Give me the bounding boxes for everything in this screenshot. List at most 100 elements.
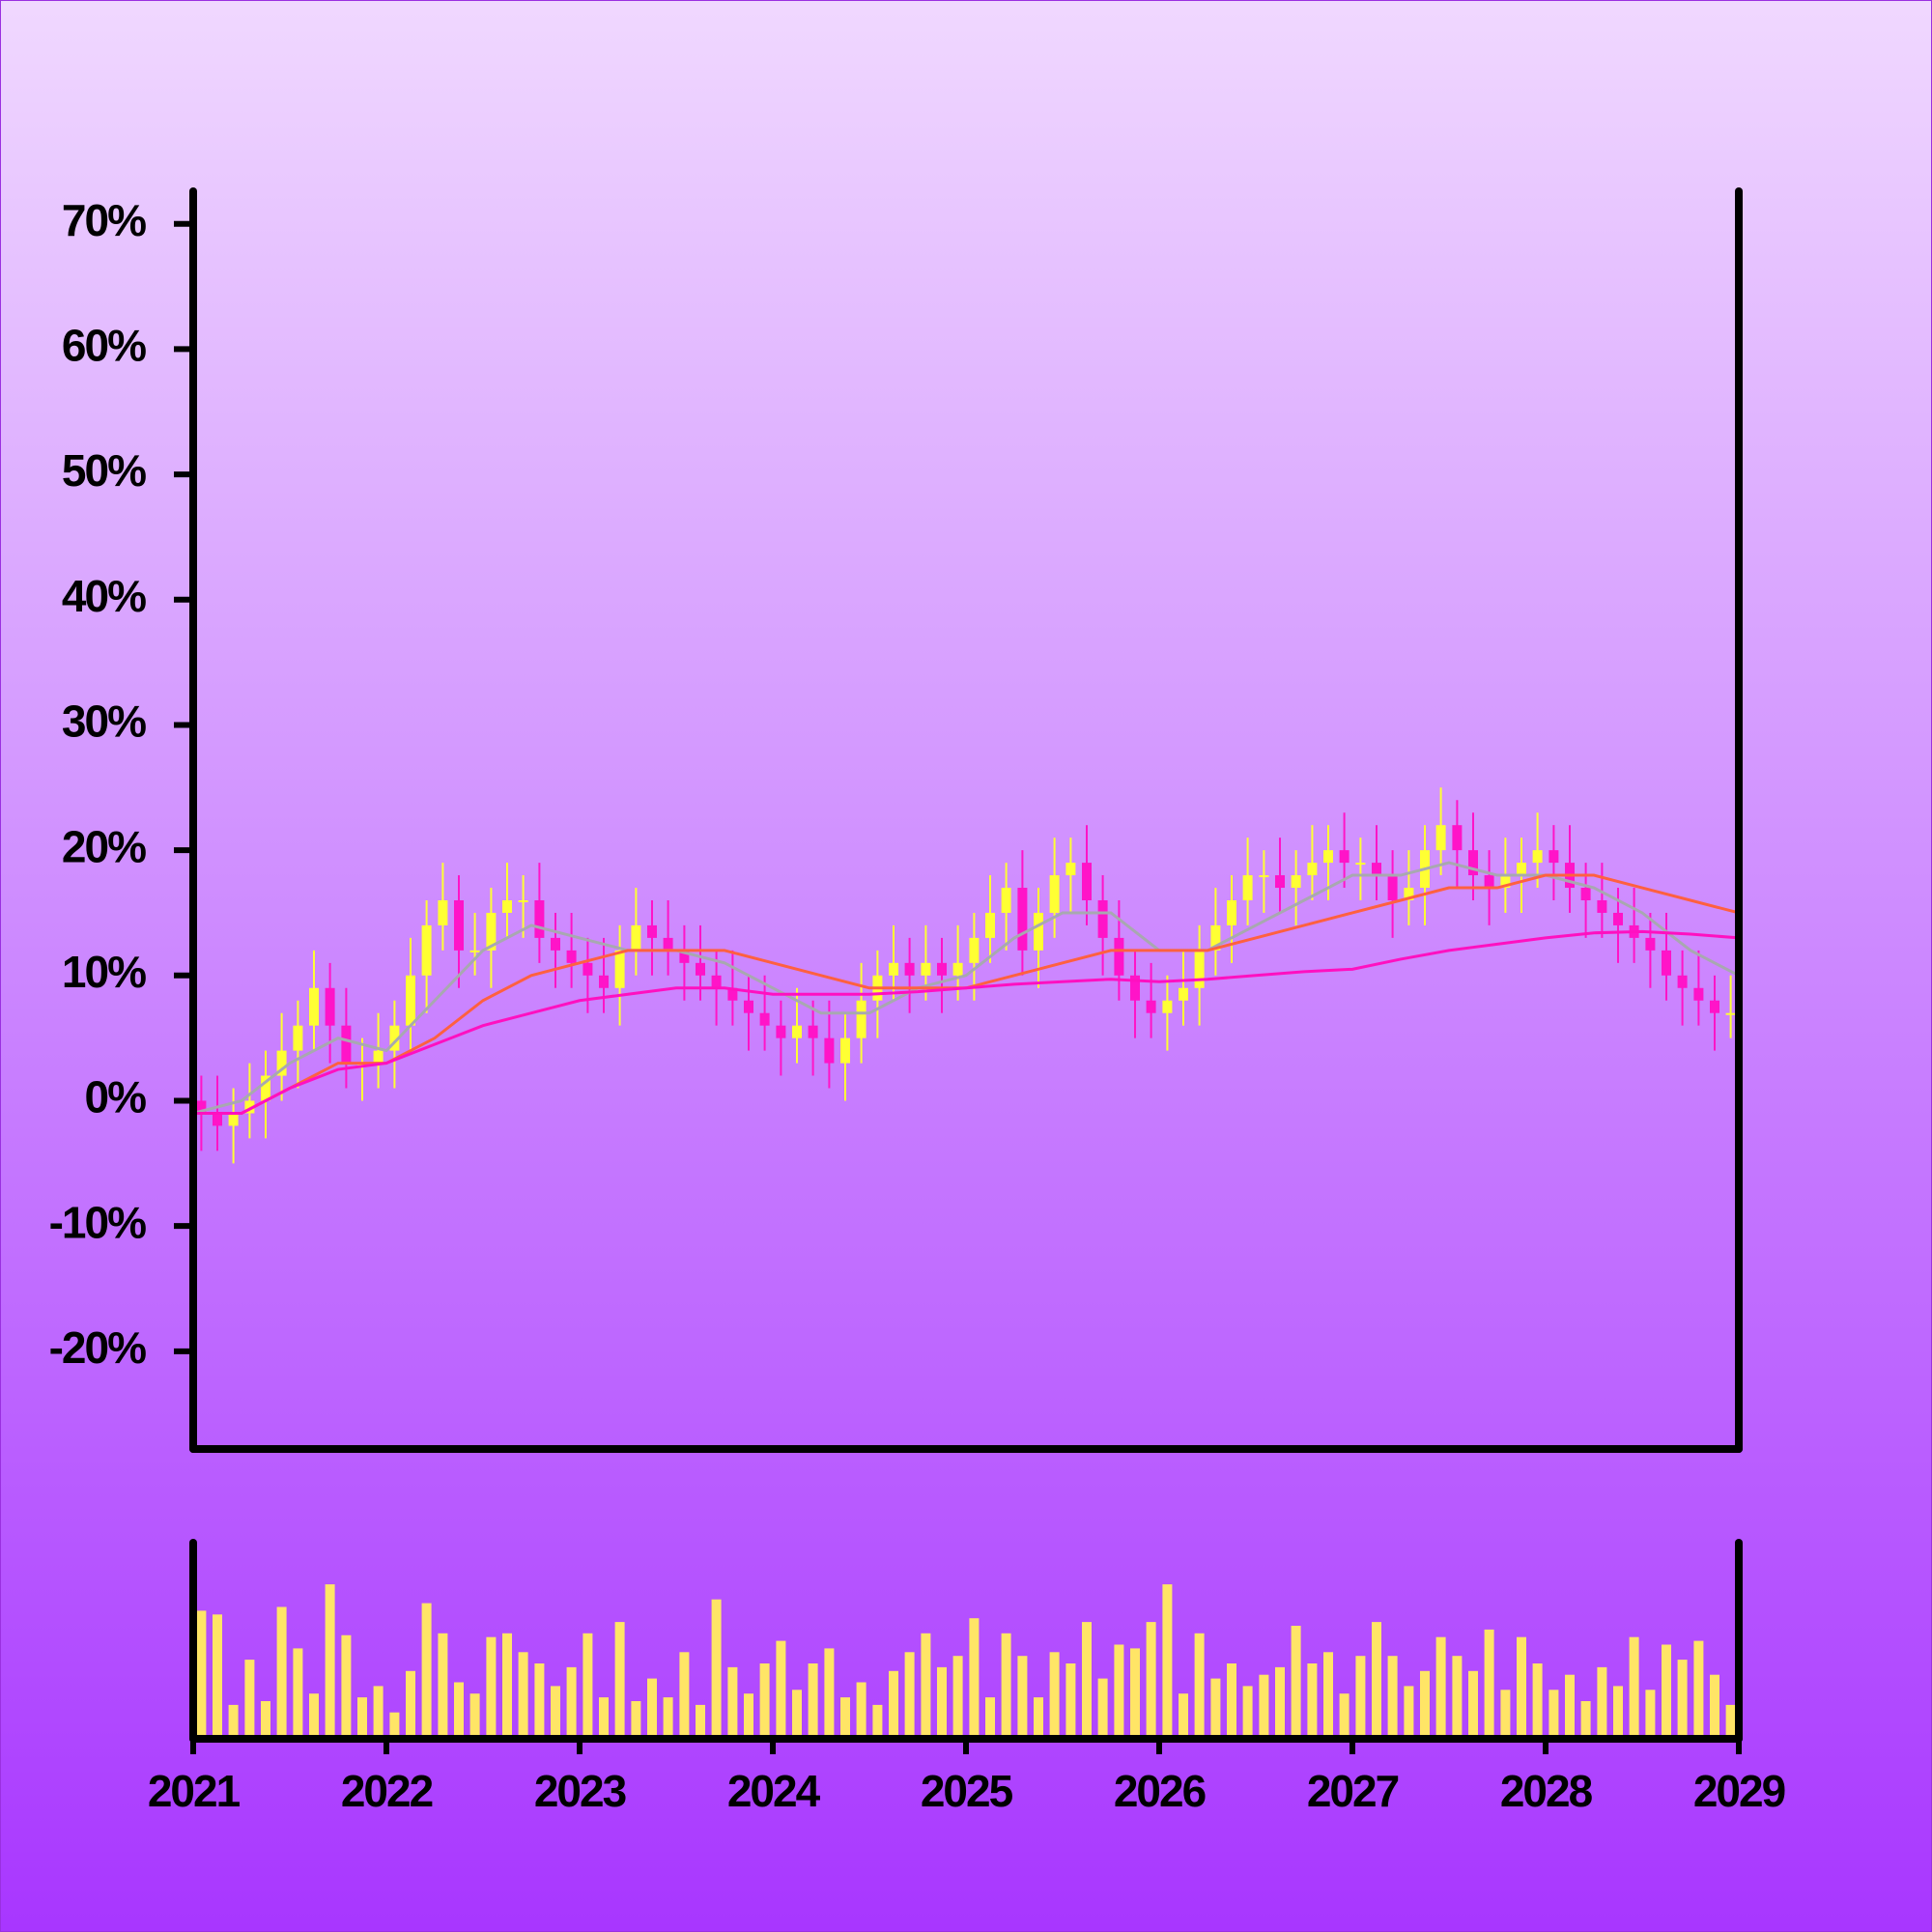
volume-bar (1404, 1686, 1414, 1739)
volume-bar (1097, 1678, 1108, 1739)
candle-body (1179, 987, 1188, 1001)
candle-body (1194, 950, 1205, 988)
candle-body (889, 962, 898, 976)
candle-body (309, 987, 319, 1026)
volume-bar (469, 1693, 480, 1739)
moving-average-line (193, 929, 1740, 1115)
candle-body (1693, 987, 1704, 1001)
candle-body (438, 899, 448, 925)
x-tick-label: 2028 (1500, 1766, 1593, 1816)
candle-body (421, 924, 432, 976)
y-tick-label: 0% (85, 1072, 147, 1122)
candle-body (1517, 863, 1526, 876)
volume-bar (1355, 1656, 1366, 1739)
candle-body (1500, 875, 1511, 889)
volume-bar (1452, 1656, 1463, 1739)
volume-bar (1179, 1693, 1188, 1739)
volume-bar (1693, 1640, 1704, 1739)
volume-bar (1049, 1652, 1060, 1739)
candle-body (1065, 863, 1076, 876)
candle-body (373, 1050, 384, 1064)
volume-bar (1017, 1656, 1028, 1739)
candle-body (759, 1012, 770, 1026)
y-tick-label: 60% (62, 321, 146, 371)
candle-body (389, 1025, 400, 1051)
volume-bar (309, 1693, 319, 1739)
candle-body (228, 1113, 239, 1126)
y-tick-label: 10% (62, 947, 146, 997)
y-tick-label: 50% (62, 445, 146, 496)
volume-bar (904, 1652, 915, 1739)
candle-body (1259, 875, 1269, 878)
candle-body (792, 1025, 802, 1038)
moving-average-line (192, 861, 1740, 1115)
candle-body (1307, 863, 1318, 876)
volume-bar (776, 1640, 786, 1739)
volume-bar (1001, 1633, 1011, 1739)
volume-bar (1710, 1674, 1719, 1739)
volume-bar (1580, 1701, 1591, 1739)
candle-body (1323, 850, 1333, 864)
volume-bar (1677, 1660, 1688, 1739)
volume-bar (1210, 1678, 1221, 1739)
volume-bar (872, 1704, 883, 1739)
x-tick-label: 2023 (534, 1766, 626, 1816)
candle-body (1034, 912, 1043, 951)
candle-body (1291, 875, 1301, 889)
volume-bar (438, 1633, 448, 1739)
candle-body (1082, 863, 1092, 900)
candle-body (1468, 850, 1478, 876)
candle-body (1162, 1000, 1173, 1013)
volume-bar (1323, 1652, 1333, 1739)
candle-body (293, 1025, 303, 1051)
volume-bar (373, 1686, 384, 1739)
volume-bar (421, 1603, 432, 1739)
candle-body (1210, 924, 1221, 951)
volume-bar (840, 1697, 850, 1739)
volume-bar (1468, 1670, 1478, 1739)
volume-bar (1645, 1690, 1656, 1739)
candle-body (1372, 863, 1381, 876)
volume-bar (502, 1633, 512, 1739)
candle-body (406, 975, 415, 1026)
volume-bar (1162, 1584, 1173, 1739)
candle-body (696, 962, 705, 976)
volume-bar (1114, 1644, 1124, 1739)
volume-bar (969, 1618, 980, 1739)
volume-bar (727, 1666, 738, 1739)
volume-bar (454, 1682, 464, 1739)
candle-body (1548, 850, 1559, 864)
candle-body (985, 912, 995, 938)
candle-body (1677, 975, 1688, 988)
volume-bar (325, 1584, 335, 1739)
candle-body (196, 1100, 207, 1114)
volume-bar (1500, 1690, 1511, 1739)
volume-bar (985, 1697, 995, 1739)
volume-bar (889, 1670, 898, 1739)
volume-bar (599, 1697, 609, 1739)
y-tick-label: 30% (62, 696, 146, 747)
volume-bar (1082, 1622, 1092, 1739)
volume-bar (808, 1663, 818, 1739)
volume-bar (341, 1634, 352, 1739)
candle-body (647, 924, 657, 938)
volume-bar (534, 1663, 545, 1739)
volume-bar (744, 1693, 753, 1739)
x-tick-label: 2025 (921, 1766, 1013, 1816)
volume-bar (1565, 1674, 1575, 1739)
volume-bar (1242, 1686, 1253, 1739)
volume-bar (1065, 1663, 1076, 1739)
volume-bar (1725, 1704, 1736, 1739)
candle-body (1114, 937, 1124, 976)
candle-body (518, 899, 528, 902)
candle-body (1662, 950, 1671, 976)
volume-bar (921, 1633, 931, 1739)
volume-bar (228, 1704, 239, 1739)
y-tick-label: -10% (49, 1197, 146, 1247)
volume-bar (711, 1599, 722, 1739)
volume-bar (759, 1663, 770, 1739)
candle-body (1001, 888, 1011, 913)
volume-bar (1259, 1674, 1269, 1739)
